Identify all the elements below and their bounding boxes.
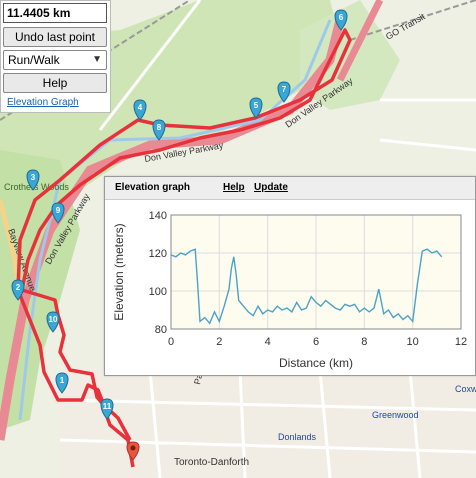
undo-button[interactable]: Undo last point	[3, 27, 107, 47]
route-line	[16, 28, 352, 468]
street-label: Coxw	[455, 384, 476, 394]
x-tick-label: 8	[361, 336, 367, 348]
chevron-down-icon: ▼	[92, 54, 102, 65]
x-tick-label: 10	[407, 336, 419, 348]
popup-title: Elevation graph	[115, 182, 191, 193]
x-tick-label: 12	[455, 336, 467, 348]
route-marker-label: 5	[254, 101, 259, 110]
city-blocks	[60, 370, 476, 478]
route-marker-9[interactable]: 9	[51, 202, 65, 224]
activity-mode-value: Run/Walk	[8, 53, 60, 67]
distance-readout: 11.4405 km	[3, 3, 107, 23]
y-axis-title: Elevation (meters)	[112, 223, 126, 320]
street-label: Donlands	[278, 432, 317, 442]
route-marker-label: 9	[56, 206, 61, 215]
route-marker-label: 2	[16, 283, 21, 292]
street-label: Crothers Woods	[4, 182, 69, 192]
x-tick-label: 2	[216, 336, 222, 348]
route-panel: 11.4405 km Undo last point Run/Walk ▼ He…	[0, 0, 111, 113]
route-marker-label: 7	[282, 85, 287, 94]
popup-help-link[interactable]: Help	[223, 182, 245, 193]
route-marker-label: 6	[339, 13, 344, 22]
route-markers: 1 2 3 4 5 6 7 8 9 10 11	[11, 9, 348, 420]
help-button[interactable]: Help	[3, 73, 107, 93]
popup-update-link[interactable]: Update	[254, 182, 288, 193]
x-tick-label: 4	[265, 336, 271, 348]
route-marker-3[interactable]: 3	[26, 169, 40, 191]
minor-streets	[59, 0, 476, 478]
popup-header: Elevation graph Help Update	[105, 177, 475, 200]
street-label: Toronto-Danforth	[174, 457, 249, 468]
elevation-popup: Elevation graph Help Update 80 100 120 140 0…	[104, 176, 476, 376]
end-marker[interactable]	[126, 441, 140, 461]
y-tick-label: 80	[155, 324, 167, 336]
x-axis-title: Distance (km)	[279, 356, 353, 370]
x-tick-label: 0	[168, 336, 174, 348]
route-marker-7[interactable]: 7	[277, 81, 291, 103]
activity-mode-select[interactable]: Run/Walk ▼	[3, 50, 107, 70]
street-label: Greenwood	[372, 410, 419, 420]
elevation-line	[170, 248, 443, 325]
route-marker-1[interactable]: 1	[55, 372, 69, 394]
rail-line	[349, 0, 476, 41]
route-marker-5[interactable]: 5	[249, 97, 263, 119]
route-marker-label: 3	[31, 173, 36, 182]
plot-border	[170, 214, 462, 330]
route-marker-4[interactable]: 4	[133, 99, 147, 121]
x-tick-label: 6	[313, 336, 319, 348]
route-marker-6[interactable]: 6	[334, 9, 348, 31]
route-marker-label: 8	[157, 123, 162, 132]
y-tick-label: 120	[149, 248, 167, 260]
route-marker-label: 11	[103, 402, 112, 411]
elevation-chart: 80 100 120 140 0 2 4 6 8 10 12 Distance (km) Elevati…	[112, 210, 467, 370]
highway-dvp	[336, 0, 384, 82]
route-marker-label: 10	[49, 315, 58, 324]
route-marker-label: 1	[60, 376, 65, 385]
y-tick-label: 100	[149, 286, 167, 298]
elevation-graph-link[interactable]: Elevation Graph	[7, 97, 79, 108]
route-marker-10[interactable]: 10	[46, 311, 60, 333]
route-marker-8[interactable]: 8	[152, 119, 166, 141]
y-tick-label: 140	[149, 210, 167, 222]
route-marker-label: 4	[138, 103, 143, 112]
route-marker-11[interactable]: 11	[100, 398, 114, 420]
route-marker-2[interactable]: 2	[11, 279, 25, 301]
